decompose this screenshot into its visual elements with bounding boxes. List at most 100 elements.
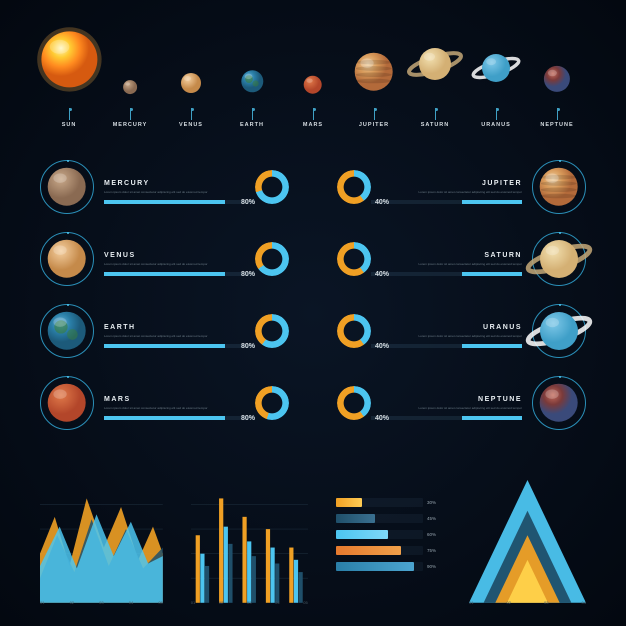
planet-ring-icon — [40, 376, 94, 430]
planet-mercury: MERCURY — [101, 36, 159, 128]
hbar-label: 30% — [427, 500, 441, 505]
planet-label: VENUS — [162, 122, 220, 128]
stat-pct: 80% — [241, 343, 255, 350]
hbar-row: 45% — [336, 514, 441, 523]
planet-neptune: NEPTUNE — [528, 36, 586, 128]
planet-lineup: SUN MERCURY VENUS — [40, 28, 586, 128]
stat-saturn: SATURN Lorem ipsum dolor sit amet consec… — [337, 230, 586, 288]
donut-icon — [255, 386, 289, 420]
stat-bar — [371, 416, 522, 420]
planet-mars: MARS — [284, 36, 342, 128]
stat-bar — [371, 344, 522, 348]
planet-icon — [40, 36, 98, 96]
planet-label: MERCURY — [101, 122, 159, 128]
stat-title: SATURN — [381, 252, 522, 259]
hbar-label: 60% — [427, 532, 441, 537]
stat-desc: Lorem ipsum dolor sit amet consectetur a… — [402, 262, 522, 266]
stat-desc: Lorem ipsum dolor sit amet consectetur a… — [402, 190, 522, 194]
column-chart-xlabels: 0102030405 — [191, 600, 308, 605]
hbar-row: 90% — [336, 562, 441, 571]
stat-earth: EARTH Lorem ipsum dolor sit amet consect… — [40, 302, 289, 360]
hbar-row: 60% — [336, 530, 441, 539]
stat-mercury: MERCURY Lorem ipsum dolor sit amet conse… — [40, 158, 289, 216]
stat-title: MARS — [104, 396, 245, 403]
planet-ring-icon — [532, 232, 586, 286]
donut-icon — [255, 242, 289, 276]
planet-jupiter: JUPITER — [345, 36, 403, 128]
stat-jupiter: JUPITER Lorem ipsum dolor sit amet conse… — [337, 158, 586, 216]
stat-desc: Lorem ipsum dolor sit amet consectetur a… — [402, 406, 522, 410]
planet-venus: VENUS — [162, 36, 220, 128]
donut-icon — [337, 314, 371, 348]
stat-title: MERCURY — [104, 180, 245, 187]
hbar-label: 75% — [427, 548, 441, 553]
planet-icon — [284, 36, 342, 96]
stat-venus: VENUS Lorem ipsum dolor sit amet consect… — [40, 230, 289, 288]
stat-title: EARTH — [104, 324, 245, 331]
planet-saturn: SATURN — [406, 36, 464, 128]
planet-label: MARS — [284, 122, 342, 128]
planet-ring-icon — [532, 304, 586, 358]
stat-desc: Lorem ipsum dolor sit amet consectetur a… — [104, 262, 224, 266]
stat-desc: Lorem ipsum dolor sit amet consectetur a… — [104, 190, 224, 194]
planet-earth: EARTH — [223, 36, 281, 128]
donut-icon — [337, 386, 371, 420]
hbar-label: 45% — [427, 516, 441, 521]
stat-pct: 40% — [375, 199, 389, 206]
stat-pct: 40% — [375, 271, 389, 278]
planet-label: SUN — [40, 122, 98, 128]
stat-pct: 80% — [241, 271, 255, 278]
hbar-row: 75% — [336, 546, 441, 555]
stat-pct: 40% — [375, 415, 389, 422]
stat-desc: Lorem ipsum dolor sit amet consectetur a… — [104, 406, 224, 410]
donut-icon — [255, 170, 289, 204]
donut-icon — [337, 242, 371, 276]
planet-label: URANUS — [467, 122, 525, 128]
pyramid-chart-xlabels: 01020304 — [469, 600, 586, 605]
charts-row: 0102030405 0102030405 30%45%60%75%90% 01… — [40, 480, 586, 598]
hbar-chart: 30% 45% 60% 75% 90% — [336, 480, 441, 603]
planet-icon — [467, 36, 525, 96]
stat-pct: 80% — [241, 415, 255, 422]
planet-sun: SUN — [40, 36, 98, 128]
planet-label: SATURN — [406, 122, 464, 128]
donut-icon — [337, 170, 371, 204]
planet-stats-grid: MERCURY Lorem ipsum dolor sit amet conse… — [40, 158, 586, 432]
stat-title: URANUS — [381, 324, 522, 331]
pyramid-chart: 01020304 — [469, 480, 586, 603]
planet-label: JUPITER — [345, 122, 403, 128]
stat-pct: 40% — [375, 343, 389, 350]
planet-icon — [345, 36, 403, 96]
planet-ring-icon — [40, 304, 94, 358]
planet-icon — [223, 36, 281, 96]
stat-desc: Lorem ipsum dolor sit amet consectetur a… — [402, 334, 522, 338]
stat-mars: MARS Lorem ipsum dolor sit amet consecte… — [40, 374, 289, 432]
area-chart: 0102030405 — [40, 480, 163, 603]
stat-title: VENUS — [104, 252, 245, 259]
planet-uranus: URANUS — [467, 36, 525, 128]
column-chart: 0102030405 — [191, 480, 308, 603]
hbar-label: 90% — [427, 564, 441, 569]
planet-icon — [162, 36, 220, 96]
stat-pct: 80% — [241, 199, 255, 206]
stat-neptune: NEPTUNE Lorem ipsum dolor sit amet conse… — [337, 374, 586, 432]
planet-ring-icon — [532, 376, 586, 430]
planet-ring-icon — [40, 232, 94, 286]
stat-uranus: URANUS Lorem ipsum dolor sit amet consec… — [337, 302, 586, 360]
planet-ring-icon — [532, 160, 586, 214]
stat-bar — [104, 200, 255, 204]
stat-bar — [104, 416, 255, 420]
stat-bar — [104, 344, 255, 348]
planet-icon — [406, 36, 464, 96]
planet-ring-icon — [40, 160, 94, 214]
planet-label: EARTH — [223, 122, 281, 128]
hbar-row: 30% — [336, 498, 441, 507]
planet-icon — [101, 36, 159, 96]
planet-icon — [528, 36, 586, 96]
donut-icon — [255, 314, 289, 348]
area-chart-xlabels: 0102030405 — [40, 600, 163, 605]
stat-desc: Lorem ipsum dolor sit amet consectetur a… — [104, 334, 224, 338]
stat-bar — [371, 200, 522, 204]
stat-title: NEPTUNE — [381, 396, 522, 403]
stat-title: JUPITER — [381, 180, 522, 187]
